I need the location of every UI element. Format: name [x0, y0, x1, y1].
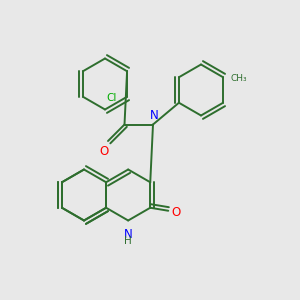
Text: CH₃: CH₃ — [231, 74, 247, 83]
Text: N: N — [124, 228, 133, 241]
Text: O: O — [172, 206, 181, 219]
Text: O: O — [99, 145, 108, 158]
Text: Cl: Cl — [106, 93, 117, 103]
Text: N: N — [150, 109, 159, 122]
Text: H: H — [124, 236, 132, 245]
